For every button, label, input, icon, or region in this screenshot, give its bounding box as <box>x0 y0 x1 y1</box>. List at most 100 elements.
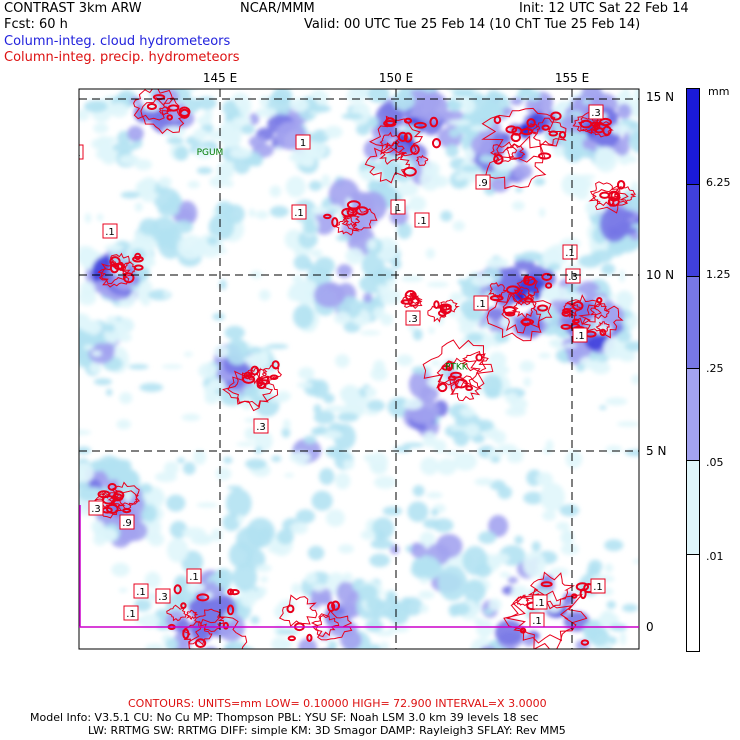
cloud-patch <box>619 631 627 646</box>
cloud-patch <box>284 229 304 250</box>
cloud-patch <box>166 494 186 512</box>
cloud-patch <box>617 103 632 120</box>
contour-label: .1 <box>565 248 575 259</box>
cloud-patch <box>198 363 217 379</box>
cloud-patch <box>491 456 500 463</box>
colorbar-unit: mm <box>708 85 730 98</box>
cloud-patch <box>91 465 102 472</box>
cloud-patch <box>526 89 541 102</box>
cloud-patch <box>437 565 468 601</box>
precip-core <box>229 588 240 596</box>
contour-label: .1 <box>575 331 585 342</box>
field-precip-label: Column-integ. precip. hydrometeors <box>4 50 240 65</box>
precip-contour <box>368 115 424 157</box>
cloud-patch <box>122 94 133 106</box>
cloud-patch <box>313 410 336 425</box>
contour-label-box <box>588 104 604 120</box>
cloud-patch <box>315 649 338 664</box>
cloud-patch <box>205 652 225 676</box>
cloud-patch <box>139 483 153 494</box>
cloud-patch <box>433 439 447 454</box>
contour-label-box <box>88 500 104 516</box>
cloud-patch <box>457 279 465 285</box>
lon-label: 155 E <box>555 71 589 85</box>
cloud-patch <box>289 153 301 162</box>
cloud-patch <box>466 333 484 343</box>
contour-label-box <box>186 568 202 584</box>
contour-label: 1 <box>300 138 306 149</box>
cloud-patch <box>367 180 389 194</box>
cloud-patch <box>310 206 330 215</box>
cloud-patch <box>209 176 228 188</box>
precip-core <box>226 604 235 616</box>
precip-contour <box>185 609 198 620</box>
cloud-patch <box>130 96 142 105</box>
cloud-patch <box>324 125 343 139</box>
cloud-patch <box>101 150 117 165</box>
precip-core <box>465 385 474 392</box>
lat-label: 15 N <box>646 90 674 104</box>
cloud-patch <box>604 539 624 552</box>
cloud-patch <box>423 518 440 529</box>
cloud-patch <box>173 220 194 234</box>
cloud-patch <box>523 491 544 505</box>
precip-core <box>346 200 361 210</box>
colorbar-label: 6.25 <box>706 176 731 189</box>
precip-core <box>544 282 553 289</box>
cloud-patch <box>506 452 524 464</box>
cloud-patch <box>161 364 183 369</box>
cloud-patch <box>452 89 475 97</box>
cloud-patch <box>605 397 628 406</box>
cloud-patch <box>630 181 639 195</box>
precip-core <box>599 328 607 337</box>
cloud-patch <box>206 236 219 246</box>
contour-label: .3 <box>256 422 266 433</box>
cloud-patch <box>366 399 385 412</box>
cloud-patch <box>359 330 381 336</box>
cloud-patch <box>373 476 397 489</box>
cloud-patch <box>308 180 322 191</box>
contour-label-box <box>390 199 406 215</box>
cloud-patch <box>357 584 378 602</box>
cloud-patch <box>124 490 132 503</box>
cloud-patch <box>604 563 614 573</box>
cloud-patch <box>591 249 614 263</box>
cloud-patch <box>497 444 518 455</box>
cloud-patch <box>323 393 335 404</box>
precip-contour <box>436 357 481 390</box>
contour-label-box <box>79 144 84 160</box>
cloud-patch <box>342 572 353 583</box>
cloud-patch <box>222 100 237 116</box>
cloud-patch <box>624 341 639 352</box>
cloud-patch <box>223 204 245 224</box>
cloud-patch <box>296 381 313 389</box>
cloud-patch <box>215 568 228 578</box>
precip-core <box>493 115 502 125</box>
precip-contour <box>110 252 132 271</box>
cloud-patch <box>255 210 269 220</box>
cloud-patch <box>91 350 102 357</box>
contour-label: .1 <box>532 616 542 627</box>
precip-contour <box>578 115 600 132</box>
precip-core <box>602 125 612 136</box>
cloud-patch <box>310 249 323 258</box>
cloud-patch <box>118 154 140 165</box>
cloud-patch <box>575 667 592 684</box>
cloud-patch <box>374 267 396 281</box>
cloud-patch <box>522 633 537 647</box>
precip-core <box>558 130 567 139</box>
cloud-patch <box>586 624 599 639</box>
cloud-patch <box>103 342 115 357</box>
lon-label: 150 E <box>379 71 413 85</box>
cloud-patch <box>594 289 605 294</box>
cloud-patch <box>425 422 434 430</box>
cloud-patch <box>499 571 511 578</box>
cloud-patch <box>301 657 320 679</box>
precip-contour <box>343 213 361 228</box>
cloud-patch <box>311 379 329 399</box>
contour-labels: .31.91.1.1.1.1.3.1.3.1.3.3.9.1.1.3.1.1.1… <box>79 104 606 628</box>
cloud-patch <box>295 509 316 524</box>
cloud-patch <box>447 119 471 126</box>
contour-label-box <box>133 583 149 599</box>
precip-contour <box>613 185 637 204</box>
